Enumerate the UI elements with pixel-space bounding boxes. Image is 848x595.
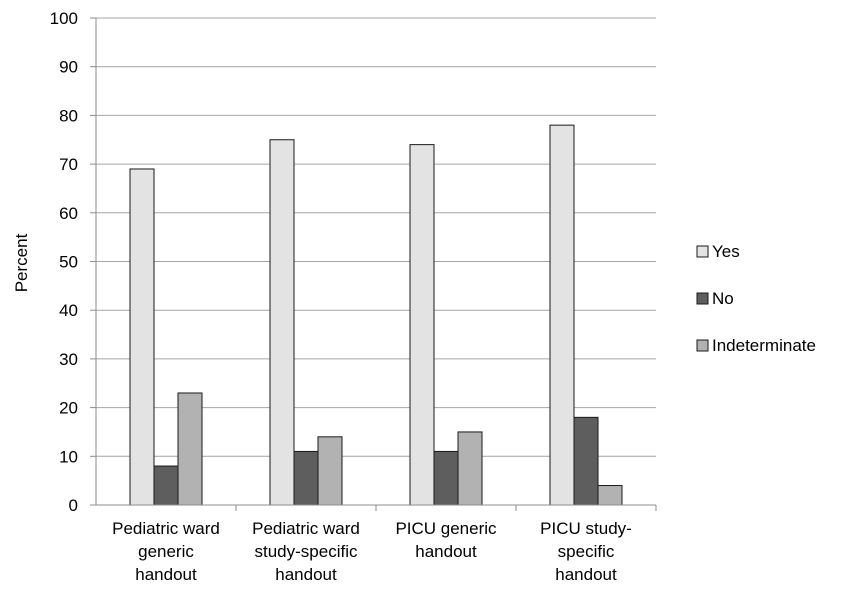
bar-indeterminate-3 <box>457 431 483 506</box>
y-tick-label: 90 <box>59 58 78 77</box>
y-tick-label: 50 <box>59 253 78 272</box>
x-axis-category-labels: Pediatric ward generic handout Pediatric wa… <box>112 519 632 584</box>
y-tick-label: 80 <box>59 106 78 125</box>
x-category-label: Pediatric ward generic handout <box>112 519 220 584</box>
y-tick-label: 30 <box>59 350 78 369</box>
legend: Yes No Indeterminate <box>696 242 816 355</box>
legend-label-yes: Yes <box>712 242 740 261</box>
legend-label-indeterminate: Indeterminate <box>712 336 816 355</box>
y-tick-label: 100 <box>50 9 78 28</box>
y-tick-label: 20 <box>59 399 78 418</box>
bar-indeterminate-4 <box>597 485 623 506</box>
bars <box>129 124 623 506</box>
y-tick-label: 10 <box>59 447 78 466</box>
y-axis-label: Percent <box>12 233 31 292</box>
x-category-label: PICU generic handout <box>395 519 497 561</box>
legend-swatch-no <box>696 292 709 305</box>
x-category-label: Pediatric ward study-specific handout <box>252 519 360 584</box>
legend-swatch-indeterminate <box>696 339 709 352</box>
bar-yes-4 <box>549 124 575 506</box>
bar-no-4 <box>573 416 599 506</box>
bar-no-2 <box>293 450 319 506</box>
x-category-label: PICU study-specific handout <box>540 519 632 584</box>
bar-no-1 <box>153 465 179 506</box>
axes <box>95 18 657 511</box>
y-tick-label: 70 <box>59 155 78 174</box>
bar-yes-1 <box>129 168 155 506</box>
y-tick-label: 0 <box>69 496 78 515</box>
y-tick-label: 60 <box>59 204 78 223</box>
bar-no-3 <box>433 450 459 506</box>
y-tick-label: 40 <box>59 301 78 320</box>
legend-label-no: No <box>712 289 734 308</box>
bar-indeterminate-1 <box>177 392 203 506</box>
legend-swatch-yes <box>696 245 709 258</box>
bar-indeterminate-2 <box>317 436 343 506</box>
y-axis-tick-labels: 0 10 20 30 40 50 60 70 80 90 100 <box>50 9 78 515</box>
bar-yes-3 <box>409 144 435 506</box>
bar-yes-2 <box>269 139 295 506</box>
